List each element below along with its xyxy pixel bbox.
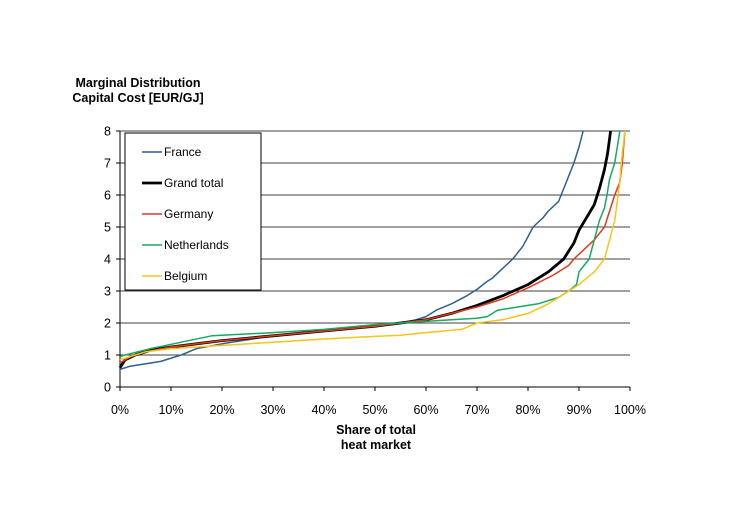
series-line-germany bbox=[119, 130, 626, 364]
y-tick-label: 2 bbox=[104, 317, 111, 331]
y-tick-label: 5 bbox=[104, 221, 111, 235]
legend-label: Netherlands bbox=[164, 238, 229, 252]
x-tick-label: 40% bbox=[311, 403, 336, 417]
series-line-netherlands bbox=[119, 130, 621, 358]
legend-label: Grand total bbox=[164, 176, 223, 190]
x-tick-label: 0% bbox=[111, 403, 129, 417]
legend-box bbox=[124, 132, 262, 291]
x-tick-label: 60% bbox=[413, 403, 438, 417]
y-tick-label: 0 bbox=[104, 381, 111, 395]
x-tick-label: 10% bbox=[158, 403, 183, 417]
x-tick-label: 70% bbox=[464, 403, 489, 417]
x-tick-label: 100% bbox=[614, 403, 646, 417]
y-axis-label-line2: Capital Cost [EUR/GJ] bbox=[72, 91, 204, 105]
x-axis-label-line2: heat market bbox=[340, 438, 412, 452]
series-line-belgium bbox=[119, 130, 626, 361]
y-tick-label: 8 bbox=[104, 125, 111, 139]
legend: France Grand total Germany Netherlands Belgi… bbox=[124, 132, 262, 291]
y-tick-label: 3 bbox=[104, 285, 111, 299]
legend-label: France bbox=[164, 145, 202, 159]
y-tick-label: 6 bbox=[104, 189, 111, 203]
x-tick-label: 80% bbox=[515, 403, 540, 417]
y-tick-label: 4 bbox=[104, 253, 111, 267]
legend-label: Belgium bbox=[164, 269, 207, 283]
y-axis-label: Marginal Distribution Capital Cost [EUR/… bbox=[48, 76, 228, 106]
x-tick-label: 50% bbox=[362, 403, 387, 417]
y-axis-label-line1: Marginal Distribution bbox=[75, 76, 201, 90]
series-lines bbox=[118, 130, 626, 371]
x-tick-label: 20% bbox=[209, 403, 234, 417]
series-line-france bbox=[119, 130, 584, 371]
x-tick-label: 90% bbox=[566, 403, 591, 417]
y-tick-label: 1 bbox=[104, 349, 111, 363]
y-tick-label: 7 bbox=[104, 157, 111, 171]
x-axis-label: Share of total heat market bbox=[276, 423, 476, 453]
legend-label: Germany bbox=[164, 207, 213, 221]
x-axis-label-line1: Share of total bbox=[336, 423, 416, 437]
x-tick-label: 30% bbox=[260, 403, 285, 417]
